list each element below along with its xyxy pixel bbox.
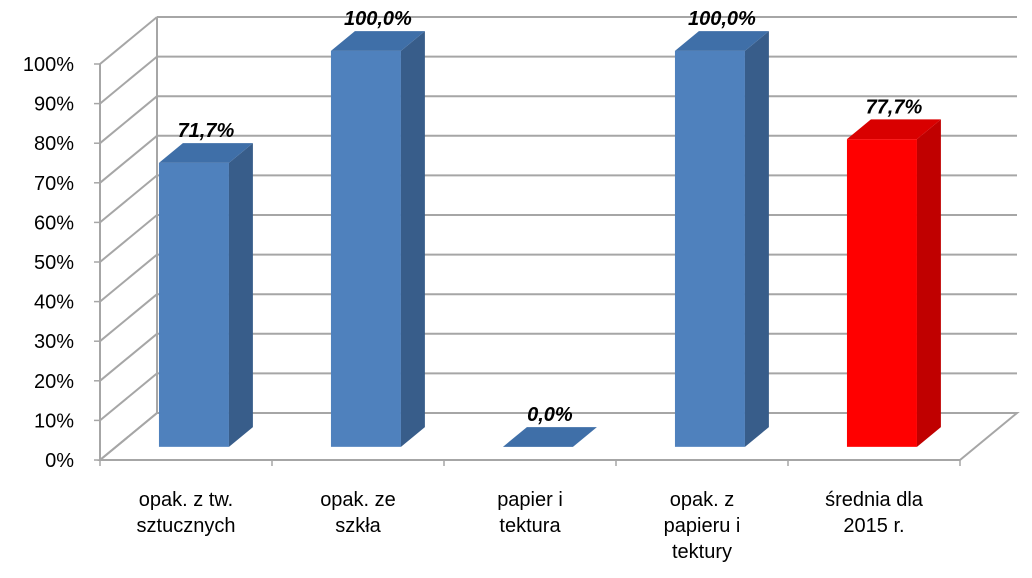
category-label: opak. ze szkła [320, 489, 396, 537]
side-gridline [99, 293, 158, 342]
data-label: 71,7% [178, 120, 235, 142]
side-gridline [99, 214, 158, 263]
category-label-line: sztucznych [137, 515, 236, 537]
data-label: 100,0% [344, 8, 412, 30]
category-label-line: tektury [672, 541, 732, 563]
category-label-line: papieru i [664, 515, 741, 537]
category-label: opak. z papieru i tektury [664, 489, 741, 563]
y-tick-label: 30% [34, 331, 74, 353]
category-label: papier i tektura [497, 489, 563, 537]
bar-front-face [674, 50, 745, 447]
floor-plane [97, 412, 1020, 461]
label-layer: 71,7% opak. z tw. sztucznych 100,0% opak. ze… [137, 8, 924, 563]
y-tick-label: 40% [34, 292, 74, 314]
y-tick-label: 20% [34, 371, 74, 393]
side-gridline [99, 174, 158, 224]
bar-top-face [674, 31, 769, 51]
bar-4 [674, 31, 769, 447]
bar-top-face [502, 427, 597, 447]
bar-front-face [846, 139, 917, 447]
bar-layer [158, 31, 941, 447]
y-tick-label: 70% [34, 173, 74, 195]
side-gridline [99, 372, 158, 422]
bar-1 [158, 143, 253, 447]
data-label: 100,0% [688, 8, 756, 30]
category-label-line: tektura [499, 515, 561, 537]
bar-side-face [744, 31, 769, 447]
category-label-line: szkła [335, 515, 381, 537]
category-label: opak. z tw. sztucznych [137, 489, 236, 537]
side-gridline [99, 333, 158, 382]
bar-top-face [330, 31, 425, 51]
category-label-line: opak. z [670, 489, 734, 511]
side-gridline [99, 135, 158, 184]
category-label-line: papier i [497, 489, 563, 511]
category-label-line: opak. ze [320, 489, 396, 511]
category-label: średnia dla 2015 r. [825, 489, 924, 537]
y-tick-label: 100% [23, 54, 74, 76]
bar-side-face [400, 31, 425, 447]
bar-front-face [330, 50, 401, 447]
y-tick-label: 10% [34, 410, 74, 432]
side-gridline [99, 95, 158, 144]
bar-front-face [158, 162, 229, 447]
y-tick-label: 60% [34, 212, 74, 234]
y-tick-label: 90% [34, 94, 74, 116]
bar-side-face [228, 143, 253, 447]
data-label: 0,0% [527, 404, 573, 426]
bar-top-face [846, 119, 941, 140]
side-gridline [99, 253, 158, 303]
y-tick-label: 50% [34, 252, 74, 274]
data-label: 77,7% [866, 96, 923, 118]
bar-2 [330, 31, 425, 447]
bar-side-face [916, 119, 941, 447]
side-gridline [99, 16, 158, 65]
y-tick-label: 80% [34, 133, 74, 155]
y-tick-label: 0% [45, 450, 74, 472]
side-gridline [99, 55, 158, 105]
category-label-line: średnia dla [825, 489, 924, 511]
bar-top-face [158, 143, 253, 163]
category-label-line: 2015 r. [843, 515, 904, 537]
bar-3 [502, 427, 597, 447]
category-label-line: opak. z tw. [139, 489, 234, 511]
bar-5 [846, 119, 941, 447]
axis-layer: 0% 10% 20% 30% 40% 50% 60% 70% 80% 90% 100% [23, 54, 961, 472]
